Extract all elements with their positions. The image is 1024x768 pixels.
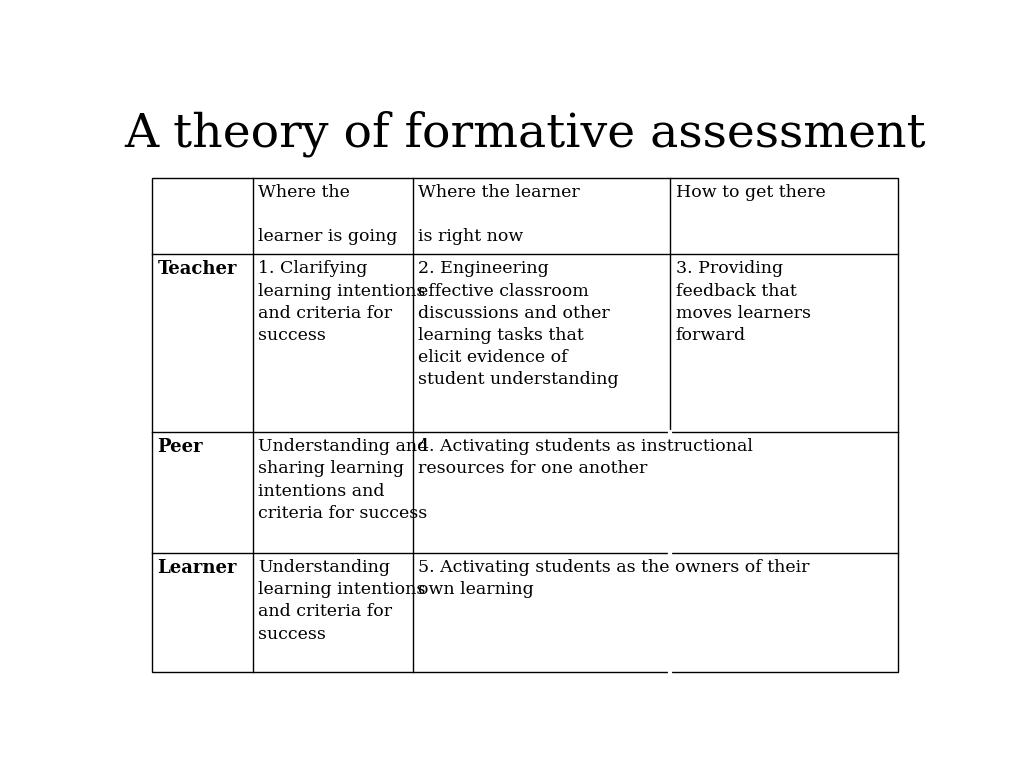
Text: Peer: Peer	[158, 438, 203, 456]
Text: Where the

learner is going: Where the learner is going	[258, 184, 397, 245]
Text: Understanding
learning intentions
and criteria for
success: Understanding learning intentions and cr…	[258, 559, 425, 643]
Text: How to get there: How to get there	[676, 184, 825, 200]
Text: 2. Engineering
effective classroom
discussions and other
learning tasks that
eli: 2. Engineering effective classroom discu…	[419, 260, 620, 389]
Text: Learner: Learner	[158, 559, 237, 577]
Text: 5. Activating students as the owners of their
own learning: 5. Activating students as the owners of …	[419, 559, 810, 598]
Text: A theory of formative assessment: A theory of formative assessment	[124, 111, 926, 157]
Text: Understanding and
sharing learning
intentions and
criteria for success: Understanding and sharing learning inten…	[258, 438, 428, 521]
Bar	[152, 178, 898, 672]
Text: 3. Providing
feedback that
moves learners
forward: 3. Providing feedback that moves learner…	[676, 260, 811, 344]
Text: Where the learner

is right now: Where the learner is right now	[419, 184, 581, 245]
Text: 4. Activating students as instructional
resources for one another: 4. Activating students as instructional …	[419, 438, 754, 478]
Text: 1. Clarifying
learning intentions
and criteria for
success: 1. Clarifying learning intentions and cr…	[258, 260, 425, 344]
Text: Teacher: Teacher	[158, 260, 237, 278]
